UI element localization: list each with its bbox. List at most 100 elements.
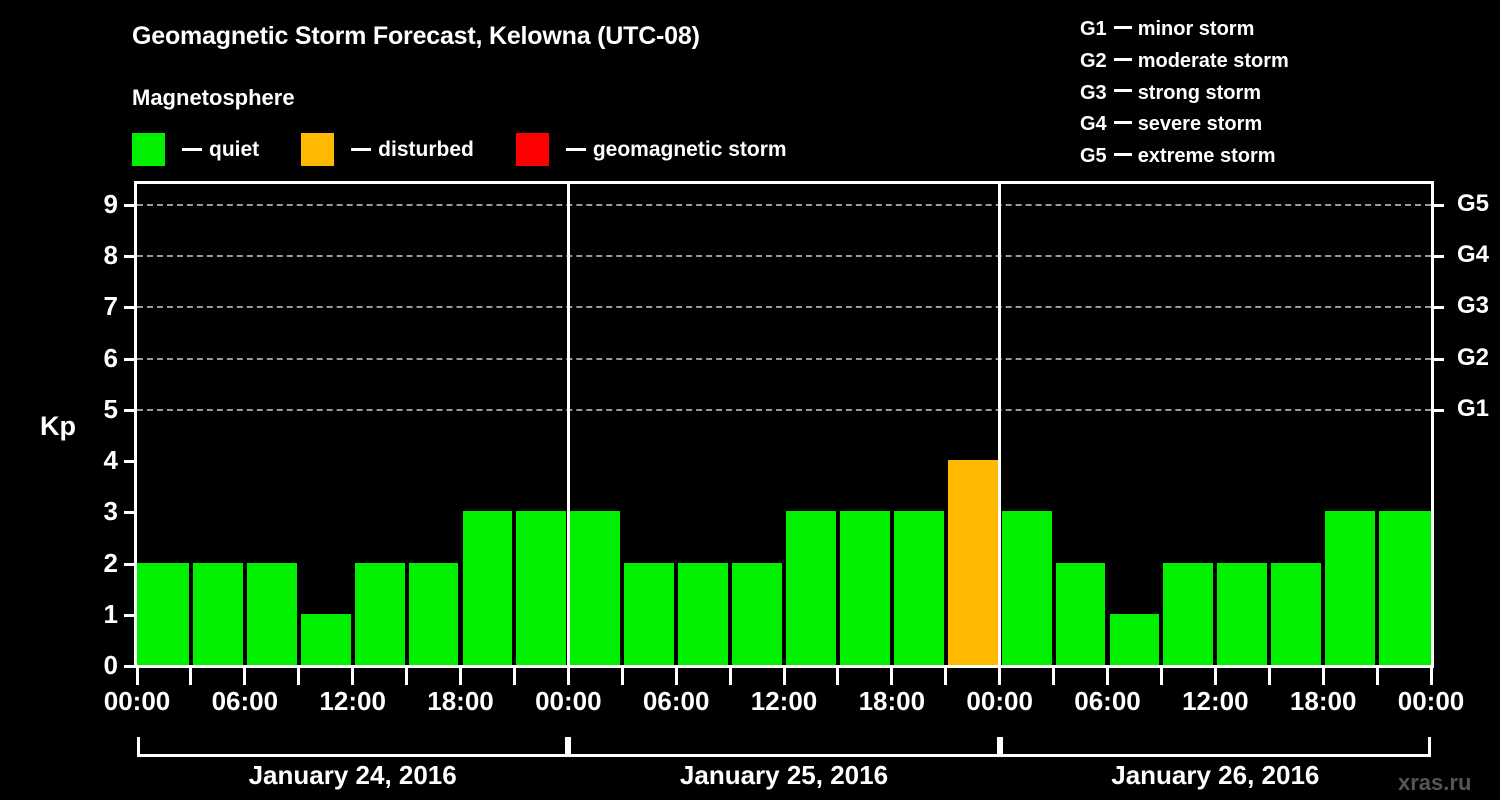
x-tick-label-10: 12:00 <box>1182 686 1249 716</box>
x-tick-label-7: 18:00 <box>858 686 926 716</box>
x-tick-17 <box>1052 668 1056 685</box>
x-tick-label-6: 12:00 <box>750 686 818 716</box>
x-tick-9 <box>620 668 624 685</box>
gscale-code: G1 <box>1080 18 1107 40</box>
bar <box>246 562 297 665</box>
gridline-kp-7 <box>137 306 1431 309</box>
x-tick-label-8: 00:00 <box>966 686 1033 716</box>
legend-entry-geomagnetic-storm: geomagnetic storm <box>515 133 787 166</box>
y-tick-9 <box>124 204 137 207</box>
x-tick-label-12: 00:00 <box>1397 686 1465 716</box>
x-tick-23 <box>1375 668 1379 685</box>
gridline-kp-9 <box>137 204 1431 206</box>
bar <box>786 511 836 665</box>
y-tick-label-3: 3 <box>103 496 118 527</box>
date-bracket-0 <box>137 737 569 757</box>
gscale-dash-icon <box>1113 152 1132 156</box>
y-tick-6 <box>124 357 137 361</box>
g-tick-G5 <box>1431 204 1444 207</box>
gscale-legend: G1 minor storm G2 moderate storm G3 strong st… <box>1080 14 1289 173</box>
legend-swatch-geomagnetic-storm <box>515 133 549 166</box>
legend-dash-icon <box>565 148 586 151</box>
y-tick-0 <box>124 665 137 668</box>
gscale-description: strong storm <box>1137 81 1262 104</box>
legend-label: disturbed <box>378 138 474 161</box>
x-tick-label-4: 00:00 <box>535 686 602 716</box>
gscale-dash-icon <box>1113 121 1132 125</box>
bar <box>462 511 513 665</box>
g-axis-label-G5: G5 <box>1457 190 1490 217</box>
y-tick-label-8: 8 <box>103 240 118 271</box>
g-tick-G4 <box>1431 255 1444 259</box>
day-divider-1 <box>566 184 570 665</box>
x-tick-11 <box>728 668 732 685</box>
legend-label: geomagnetic storm <box>592 138 787 161</box>
y-tick-7 <box>124 306 137 310</box>
g-axis-label-G1: G1 <box>1457 394 1490 422</box>
x-tick-19 <box>1159 668 1163 685</box>
gscale-row-G3: G3 strong storm <box>1080 78 1289 110</box>
g-tick-G1 <box>1431 408 1444 412</box>
y-tick-label-4: 4 <box>103 445 118 476</box>
gscale-dash-icon <box>1113 89 1132 93</box>
x-tick-1 <box>189 668 193 685</box>
legend-swatch-disturbed <box>301 133 335 166</box>
y-tick-label-5: 5 <box>103 393 118 424</box>
g-axis-label-G3: G3 <box>1457 292 1490 320</box>
x-tick-label-5: 06:00 <box>642 686 710 716</box>
legend-dash-icon <box>351 148 372 151</box>
gscale-row-G2: G2 moderate storm <box>1080 46 1289 78</box>
bar <box>137 562 189 665</box>
plot-inner <box>137 184 1431 665</box>
gscale-row-G1: G1 minor storm <box>1080 14 1289 46</box>
x-tick-8 <box>566 668 570 685</box>
y-tick-1 <box>124 613 137 617</box>
x-tick-24 <box>1429 668 1433 685</box>
gscale-code: G4 <box>1080 113 1107 136</box>
x-tick-label-2: 12:00 <box>319 686 386 716</box>
bar <box>516 511 567 665</box>
bar <box>947 460 998 665</box>
gscale-description: severe storm <box>1137 113 1263 136</box>
bar <box>678 562 729 665</box>
y-tick-8 <box>124 255 137 259</box>
y-tick-4 <box>124 460 137 464</box>
x-tick-label-9: 06:00 <box>1074 686 1141 716</box>
y-tick-5 <box>124 408 137 412</box>
x-tick-14 <box>890 668 894 685</box>
y-tick-label-7: 7 <box>103 291 118 322</box>
x-tick-12 <box>782 668 786 685</box>
x-tick-22 <box>1321 668 1325 685</box>
x-tick-2 <box>243 668 247 685</box>
bar <box>1055 562 1106 665</box>
x-tick-label-1: 06:00 <box>211 686 279 716</box>
gridline-kp-6 <box>137 357 1431 360</box>
page-title: Geomagnetic Storm Forecast, Kelowna (UTC… <box>132 22 700 50</box>
bar <box>1217 562 1268 665</box>
x-tick-10 <box>674 668 678 685</box>
x-tick-16 <box>998 668 1002 685</box>
y-tick-label-0: 0 <box>103 650 118 680</box>
y-tick-2 <box>124 562 137 566</box>
x-tick-4 <box>351 668 355 685</box>
gscale-description: moderate storm <box>1137 49 1289 72</box>
legend-swatch-quiet <box>132 133 165 166</box>
bar <box>192 562 243 665</box>
date-bracket-1 <box>568 737 1000 757</box>
x-tick-18 <box>1106 668 1109 685</box>
date-label-2: January 26, 2016 <box>1111 760 1320 790</box>
x-tick-15 <box>944 668 948 685</box>
bar <box>624 562 675 665</box>
bar <box>1325 511 1376 665</box>
gscale-dash-icon <box>1113 57 1132 61</box>
bar <box>300 613 351 665</box>
x-tick-3 <box>297 668 301 685</box>
x-tick-13 <box>836 668 840 685</box>
bar <box>1163 562 1214 665</box>
gscale-description: extreme storm <box>1137 145 1276 168</box>
magnetosphere-label: Magnetosphere <box>132 85 295 110</box>
plot-area: 0 1 2 3 4 5 6 7 8 9 G1 G2 G3 G4 G5 00:00 06:00 12:00 18:00… <box>104 181 1489 788</box>
bar <box>408 562 459 665</box>
gscale-code: G5 <box>1080 145 1107 168</box>
y-tick-label-6: 6 <box>103 342 118 373</box>
